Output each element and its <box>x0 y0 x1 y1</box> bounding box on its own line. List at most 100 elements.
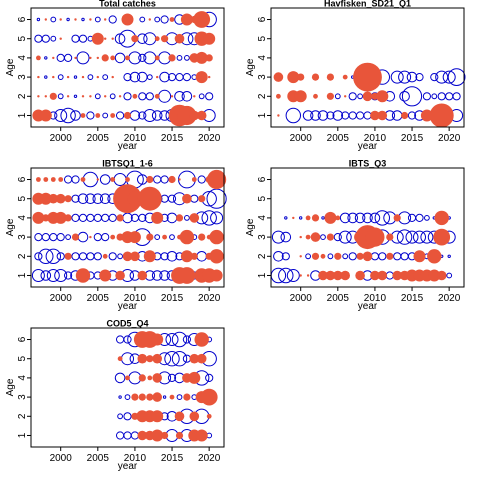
y-axis-label: Age <box>5 218 16 236</box>
positive-residual-bubble <box>311 73 320 81</box>
negative-residual-bubble <box>166 250 178 262</box>
negative-residual-bubble <box>44 75 48 79</box>
negative-residual-bubble <box>302 110 314 121</box>
negative-residual-bubble <box>348 111 357 120</box>
positive-residual-bubble <box>175 214 184 222</box>
negative-residual-bubble <box>138 213 147 222</box>
negative-residual-bubble <box>339 212 351 224</box>
positive-residual-bubble <box>177 105 197 126</box>
positive-residual-bubble <box>156 75 159 79</box>
positive-residual-bubble <box>306 274 310 277</box>
positive-residual-bubble <box>313 93 318 99</box>
negative-residual-bubble <box>54 269 68 282</box>
positive-residual-bubble <box>36 177 41 182</box>
y-tick-label: 6 <box>257 176 268 182</box>
positive-residual-bubble <box>146 393 154 401</box>
negative-residual-bubble <box>57 93 64 100</box>
positive-residual-bubble <box>54 211 67 224</box>
positive-residual-bubble <box>200 388 218 406</box>
positive-residual-bubble <box>66 75 70 79</box>
negative-residual-bubble <box>160 175 169 184</box>
negative-residual-bubble <box>117 413 123 420</box>
positive-residual-bubble <box>195 71 208 84</box>
plot-frame <box>270 167 465 288</box>
negative-residual-bubble <box>86 213 95 222</box>
positive-residual-bubble <box>89 235 92 239</box>
negative-residual-bubble <box>184 55 190 61</box>
negative-residual-bubble <box>93 252 102 261</box>
positive-residual-bubble <box>37 95 40 98</box>
positive-residual-bubble <box>182 193 192 204</box>
negative-residual-bubble <box>273 250 284 262</box>
negative-residual-bubble <box>36 17 41 22</box>
negative-residual-bubble <box>401 86 423 107</box>
negative-residual-bubble <box>326 111 335 120</box>
x-axis-label: year <box>358 141 378 152</box>
negative-residual-bubble <box>94 93 101 100</box>
negative-residual-bubble <box>385 271 394 280</box>
negative-residual-bubble <box>390 70 404 84</box>
positive-residual-bubble <box>138 374 146 382</box>
bubbles <box>114 331 218 442</box>
bubbles <box>32 11 217 127</box>
positive-residual-bubble <box>209 249 224 264</box>
y-tick-label: 6 <box>257 16 268 22</box>
positive-residual-bubble <box>66 95 70 98</box>
negative-residual-bubble <box>420 230 434 244</box>
negative-residual-bubble <box>320 234 326 241</box>
positive-residual-bubble <box>151 211 164 224</box>
negative-residual-bubble <box>284 216 288 220</box>
positive-residual-bubble <box>146 233 154 241</box>
x-tick-label: 2010 <box>124 133 147 144</box>
positive-residual-bubble <box>151 410 164 423</box>
negative-residual-bubble <box>205 92 214 101</box>
positive-residual-bubble <box>178 178 181 181</box>
positive-residual-bubble <box>276 93 281 99</box>
positive-residual-bubble <box>180 13 193 26</box>
x-tick-label: 2015 <box>161 133 184 144</box>
positive-residual-bubble <box>342 74 348 80</box>
y-tick-label: 2 <box>17 413 28 419</box>
negative-residual-bubble <box>99 193 111 204</box>
negative-residual-bubble <box>123 412 132 421</box>
positive-residual-bubble <box>353 62 382 92</box>
negative-residual-bubble <box>285 107 301 124</box>
positive-residual-bubble <box>189 213 200 223</box>
positive-residual-bubble <box>104 95 107 98</box>
negative-residual-bubble <box>143 32 157 46</box>
panel-2: Havfisken_SD21_Q1 2000 2005 2010 2015 2020 1 2 3… <box>245 0 466 152</box>
positive-residual-bubble <box>110 113 116 118</box>
negative-residual-bubble <box>182 73 191 82</box>
x-tick-label: 2010 <box>364 293 387 304</box>
negative-residual-bubble <box>357 93 364 100</box>
y-tick-label: 1 <box>17 432 28 438</box>
negative-residual-bubble <box>452 92 461 101</box>
positive-residual-bubble <box>420 109 433 122</box>
positive-residual-bubble <box>80 113 86 118</box>
positive-residual-bubble <box>52 56 55 60</box>
negative-residual-bubble <box>41 233 50 242</box>
positive-residual-bubble <box>324 211 337 224</box>
negative-residual-bubble <box>278 267 294 284</box>
positive-residual-bubble <box>137 186 162 211</box>
negative-residual-bubble <box>50 16 57 23</box>
positive-residual-bubble <box>191 177 197 182</box>
y-tick-label: 4 <box>17 375 28 381</box>
y-tick-label: 5 <box>17 355 28 361</box>
negative-residual-bubble <box>333 233 342 242</box>
positive-residual-bubble <box>130 251 140 262</box>
x-tick-label: 2015 <box>161 293 184 304</box>
positive-residual-bubble <box>52 75 55 79</box>
negative-residual-bubble <box>151 110 163 121</box>
positive-residual-bubble <box>305 234 311 240</box>
positive-residual-bubble <box>104 18 107 21</box>
positive-residual-bubble <box>102 253 108 259</box>
positive-residual-bubble <box>74 18 77 21</box>
positive-residual-bubble <box>118 95 122 98</box>
y-tick-label: 4 <box>17 215 28 221</box>
positive-residual-bubble <box>174 411 185 422</box>
positive-residual-bubble <box>325 270 336 281</box>
positive-residual-bubble <box>207 169 227 190</box>
negative-residual-bubble <box>116 111 125 120</box>
positive-residual-bubble <box>137 270 148 281</box>
